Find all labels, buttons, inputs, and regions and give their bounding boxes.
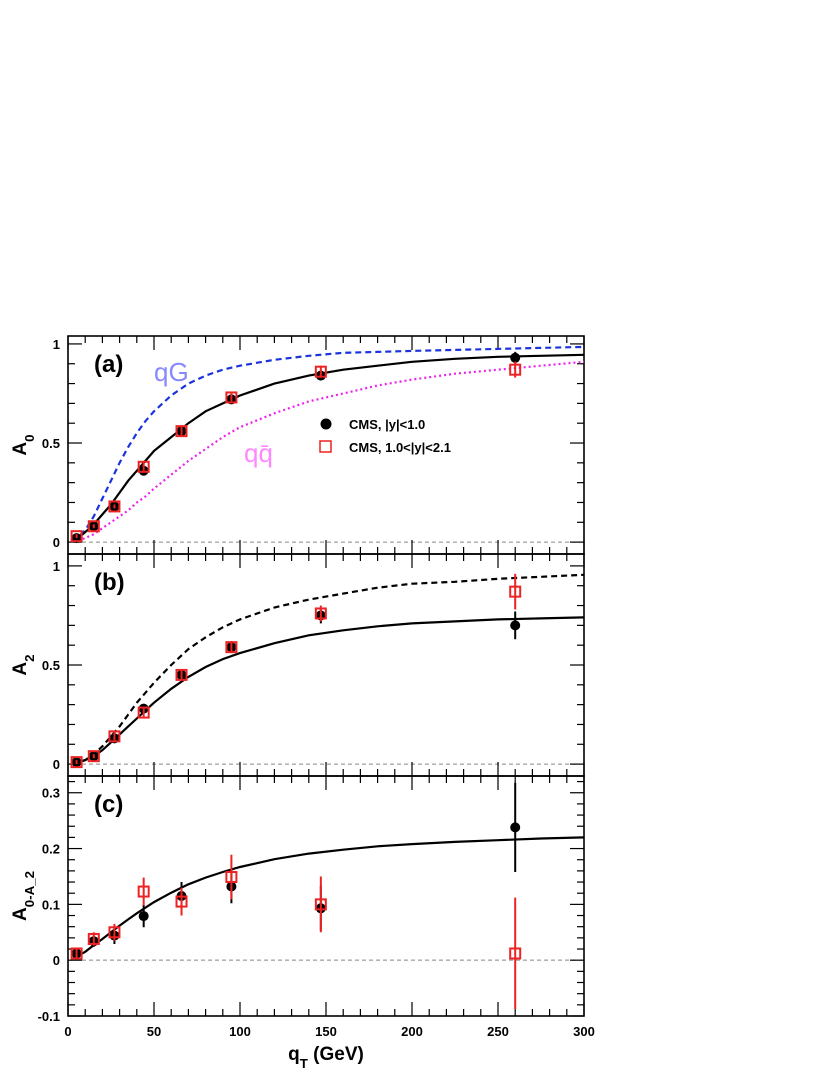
legend-marker-forward: [319, 440, 332, 453]
data-point-central: [510, 352, 521, 363]
data-point-central: [138, 911, 149, 922]
data-point-central: [510, 822, 521, 833]
y-tick-label: 0.5: [42, 658, 60, 673]
data-point-forward: [314, 365, 327, 378]
data-point-forward: [509, 363, 522, 376]
data-point-forward: [87, 932, 100, 945]
legend-label: CMS, 1.0<|y|<2.1: [349, 440, 451, 455]
y-tick-label: 1: [53, 337, 60, 352]
data-point-forward: [137, 885, 150, 898]
data-point-forward: [175, 668, 188, 681]
x-tick-label: 100: [229, 1024, 251, 1039]
annotation-qqbar: qq̄: [244, 438, 273, 468]
data-point-forward: [108, 926, 121, 939]
data-point-forward: [87, 520, 100, 533]
data-point-forward: [87, 750, 100, 763]
curve-qqbar: [72, 360, 585, 544]
plot-frame: [67, 553, 585, 777]
legend-label: CMS, |y|<1.0: [349, 417, 425, 432]
annotation-qG: qG: [154, 357, 189, 387]
curve-dashed: [72, 573, 585, 766]
curve-qG: [72, 345, 585, 543]
data-point-forward: [509, 585, 522, 598]
data-point-forward: [70, 947, 83, 960]
y-tick-label: 0.1: [42, 897, 60, 912]
data-point-forward: [137, 460, 150, 473]
data-point-forward: [314, 607, 327, 620]
x-tick-label: 300: [573, 1024, 595, 1039]
x-tick-label: 150: [315, 1024, 337, 1039]
panel-b: 0 0.5 1 A2 (b): [10, 553, 585, 777]
y-tick-label: 0: [53, 535, 60, 550]
y-tick-label: 1: [53, 559, 60, 574]
data-point-forward: [70, 756, 83, 769]
data-point-forward: [225, 871, 238, 884]
y-axis-label: A0-A_2: [10, 871, 37, 921]
data-point-central: [510, 620, 521, 631]
panel-c: -0.1 0 0.1 0.2 0.3 A0-A_2 (c) 0 50 100 150 200 250 30…: [10, 775, 595, 1071]
y-tick-label: -0.1: [38, 1009, 60, 1024]
y-axis-label: A2: [10, 654, 37, 675]
data-point-forward: [175, 895, 188, 908]
y-tick-label: 0: [53, 953, 60, 968]
y-tick-label: 0: [53, 757, 60, 772]
curve-solid: [72, 616, 585, 766]
x-tick-label: 250: [487, 1024, 509, 1039]
x-tick-label: 50: [147, 1024, 161, 1039]
y-tick-label: 0.5: [42, 436, 60, 451]
data-point-forward: [175, 425, 188, 438]
x-tick-label: 0: [64, 1024, 71, 1039]
x-tick-label: 200: [401, 1024, 423, 1039]
data-point-forward: [225, 391, 238, 404]
data-point-forward: [108, 730, 121, 743]
curve-solid: [72, 353, 585, 543]
legend: CMS, |y|<1.0 CMS, 1.0<|y|<2.1: [319, 417, 451, 455]
data-point-forward: [108, 500, 121, 513]
panel-a: 0 0.5 1 A0 (a) CMS, |y|<1.0 CMS, 1.0<|y|<2.1 qG…: [10, 335, 585, 555]
y-axis-label: A0: [10, 434, 37, 455]
y-tick-label: 0.2: [42, 842, 60, 857]
data-point-forward: [225, 641, 238, 654]
data-point-forward: [70, 530, 83, 543]
legend-marker-central: [320, 418, 332, 430]
data-point-forward: [509, 947, 522, 960]
panel-label: (a): [94, 351, 123, 378]
data-point-forward: [314, 898, 327, 911]
y-tick-label: 0.3: [42, 786, 60, 801]
panel-label: (c): [94, 791, 123, 818]
x-axis-label: qT (GeV): [288, 1044, 364, 1071]
data-point-forward: [137, 706, 150, 719]
panel-label: (b): [94, 569, 125, 596]
curve-solid: [72, 836, 585, 960]
